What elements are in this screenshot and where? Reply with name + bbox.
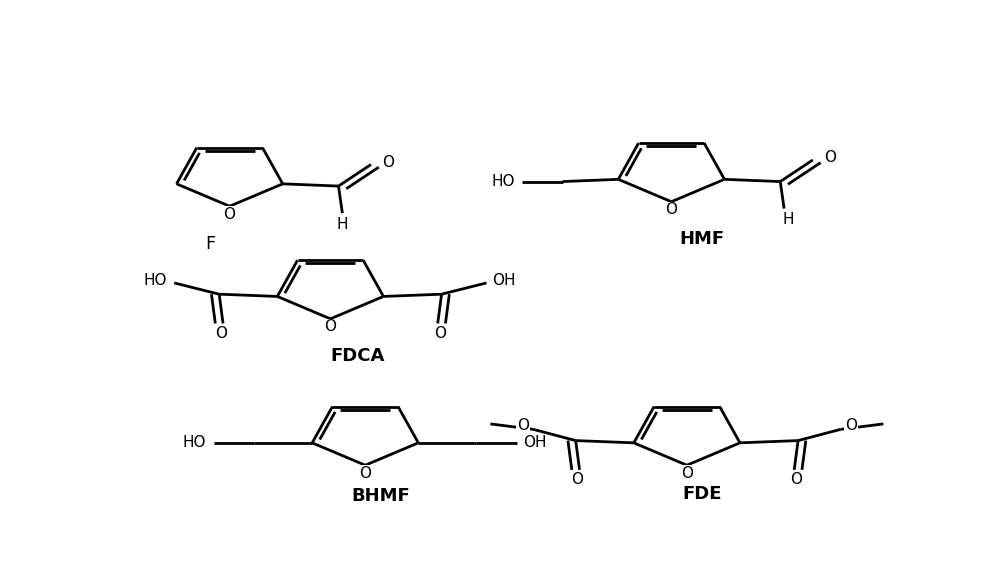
Text: O: O bbox=[224, 207, 236, 222]
Text: OH: OH bbox=[523, 435, 546, 450]
Text: O: O bbox=[845, 418, 857, 433]
Text: O: O bbox=[434, 326, 446, 341]
Text: HO: HO bbox=[183, 435, 206, 450]
Text: BHMF: BHMF bbox=[351, 487, 410, 505]
Text: FDCA: FDCA bbox=[330, 347, 385, 365]
Text: O: O bbox=[359, 466, 371, 481]
Text: O: O bbox=[571, 472, 583, 487]
Text: O: O bbox=[324, 319, 336, 335]
Text: HO: HO bbox=[491, 174, 515, 189]
Text: HO: HO bbox=[143, 273, 167, 288]
Text: O: O bbox=[665, 202, 677, 218]
Text: F: F bbox=[205, 235, 215, 253]
Text: O: O bbox=[517, 418, 529, 433]
Text: HMF: HMF bbox=[680, 230, 725, 248]
Text: O: O bbox=[681, 466, 693, 481]
Text: H: H bbox=[337, 217, 348, 232]
Text: H: H bbox=[782, 212, 794, 228]
Text: O: O bbox=[382, 154, 394, 170]
Text: FDE: FDE bbox=[683, 484, 722, 503]
Text: OH: OH bbox=[493, 273, 516, 288]
Text: O: O bbox=[791, 472, 803, 487]
Text: O: O bbox=[215, 326, 227, 341]
Text: O: O bbox=[824, 150, 836, 165]
